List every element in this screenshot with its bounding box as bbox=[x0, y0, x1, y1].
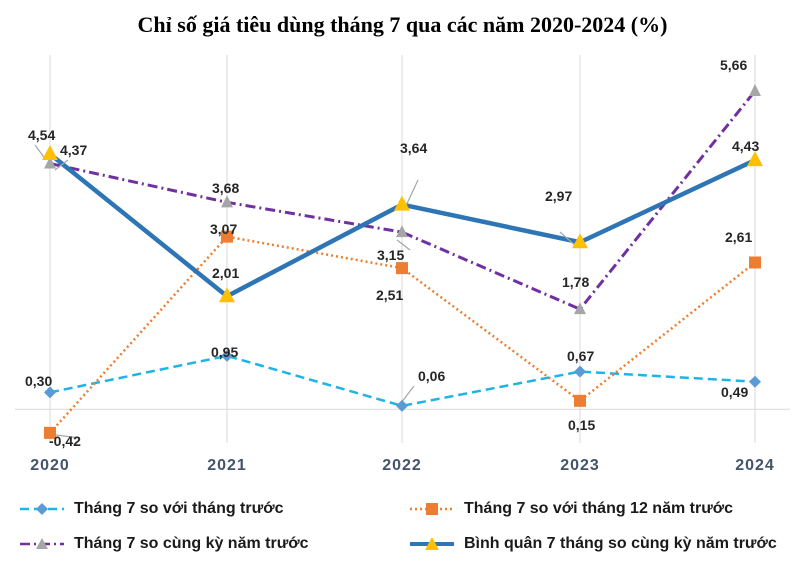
marker-s3-2023 bbox=[574, 302, 586, 315]
data-label-s1-2024: 0,49 bbox=[721, 384, 748, 400]
marker-s2-2024 bbox=[749, 256, 761, 269]
data-label-s4-2024: 4,43 bbox=[732, 138, 759, 154]
legend-label-series-3: Tháng 7 so cùng kỳ năm trước bbox=[74, 535, 309, 552]
leader-s3-2022 bbox=[396, 239, 411, 251]
marker-s1-2021 bbox=[221, 349, 233, 362]
label-leader-lines bbox=[34, 144, 579, 439]
data-label-s2-2021: 3,07 bbox=[210, 221, 237, 237]
legend-item-series-1: Tháng 7 so với tháng trước bbox=[18, 500, 283, 518]
marker-s3-2020 bbox=[44, 156, 56, 169]
x-tick-2021: 2021 bbox=[207, 457, 247, 474]
x-tick-2020: 2020 bbox=[30, 457, 70, 474]
leader-s1-2022 bbox=[400, 385, 415, 404]
chart-title: Chỉ số giá tiêu dùng tháng 7 qua các năm… bbox=[137, 12, 668, 37]
marker-s2-2021 bbox=[221, 230, 233, 243]
marker-s3-2024 bbox=[749, 83, 761, 96]
leader-s3-2020 bbox=[54, 159, 69, 171]
data-labels: 0,30 0,95 0,06 0,67 0,49 -0,42 3,07 2,51 0,15 2,6… bbox=[25, 57, 759, 449]
series-markers bbox=[42, 83, 763, 439]
marker-s4-2020 bbox=[42, 144, 58, 160]
marker-s1-2022 bbox=[396, 399, 408, 412]
data-label-s2-2024: 2,61 bbox=[725, 229, 752, 245]
data-label-s1-2021: 0,95 bbox=[211, 344, 238, 360]
data-label-s1-2020: 0,30 bbox=[25, 373, 52, 389]
marker-s3-2021 bbox=[221, 195, 233, 208]
marker-s3-2022 bbox=[396, 225, 408, 238]
marker-s2-2020 bbox=[44, 426, 56, 439]
marker-s1-2023 bbox=[574, 365, 586, 378]
data-label-s2-2022: 2,51 bbox=[376, 287, 403, 303]
series-line-2 bbox=[49, 235, 756, 434]
series-line-3 bbox=[49, 90, 757, 311]
legend-item-series-2: Tháng 7 so với tháng 12 năm trước bbox=[408, 500, 733, 518]
legend-item-series-4: Bình quân 7 tháng so cùng kỳ năm trước bbox=[408, 535, 777, 553]
leader-s2-2020 bbox=[55, 434, 81, 439]
data-label-s3-2022: 3,15 bbox=[377, 247, 404, 263]
marker-s2-2022 bbox=[396, 262, 408, 275]
data-label-s4-2020: 4,54 bbox=[28, 127, 55, 143]
data-label-s3-2021: 3,68 bbox=[212, 180, 239, 196]
legend-item-series-3: Tháng 7 so cùng kỳ năm trước bbox=[18, 535, 309, 553]
legend-label-series-2: Tháng 7 so với tháng 12 năm trước bbox=[464, 500, 734, 517]
x-tick-2023: 2023 bbox=[560, 457, 600, 474]
x-tick-2024: 2024 bbox=[735, 457, 775, 474]
data-label-s4-2023: 2,97 bbox=[545, 188, 572, 204]
data-label-s1-2022: 0,06 bbox=[418, 368, 445, 384]
marker-s4-2024 bbox=[747, 151, 763, 167]
marker-s1-2020 bbox=[44, 386, 56, 399]
legend-label-series-1: Tháng 7 so với tháng trước bbox=[74, 500, 284, 517]
data-label-s4-2021: 2,01 bbox=[212, 265, 239, 281]
data-label-s2-2020: -0,42 bbox=[49, 433, 81, 449]
x-tick-2022: 2022 bbox=[382, 457, 422, 474]
data-label-s2-2023: 0,15 bbox=[568, 417, 595, 433]
x-axis-tick-labels: 2020 2021 2022 2023 2024 bbox=[30, 457, 775, 474]
data-label-s3-2024: 5,66 bbox=[720, 57, 747, 73]
marker-s4-2023 bbox=[572, 233, 588, 249]
data-label-s1-2023: 0,67 bbox=[567, 348, 594, 364]
data-label-s4-2022: 3,64 bbox=[400, 140, 427, 156]
marker-s1-2024 bbox=[749, 375, 761, 388]
legend-label-series-4: Bình quân 7 tháng so cùng kỳ năm trước bbox=[464, 535, 777, 552]
marker-s2-2023 bbox=[574, 394, 586, 407]
data-label-s3-2020: 4,37 bbox=[60, 142, 87, 158]
marker-s4-2021 bbox=[219, 287, 235, 303]
marker-s4-2022 bbox=[394, 195, 410, 211]
data-label-s3-2023: 1,78 bbox=[562, 274, 589, 290]
series-line-1 bbox=[49, 354, 756, 408]
